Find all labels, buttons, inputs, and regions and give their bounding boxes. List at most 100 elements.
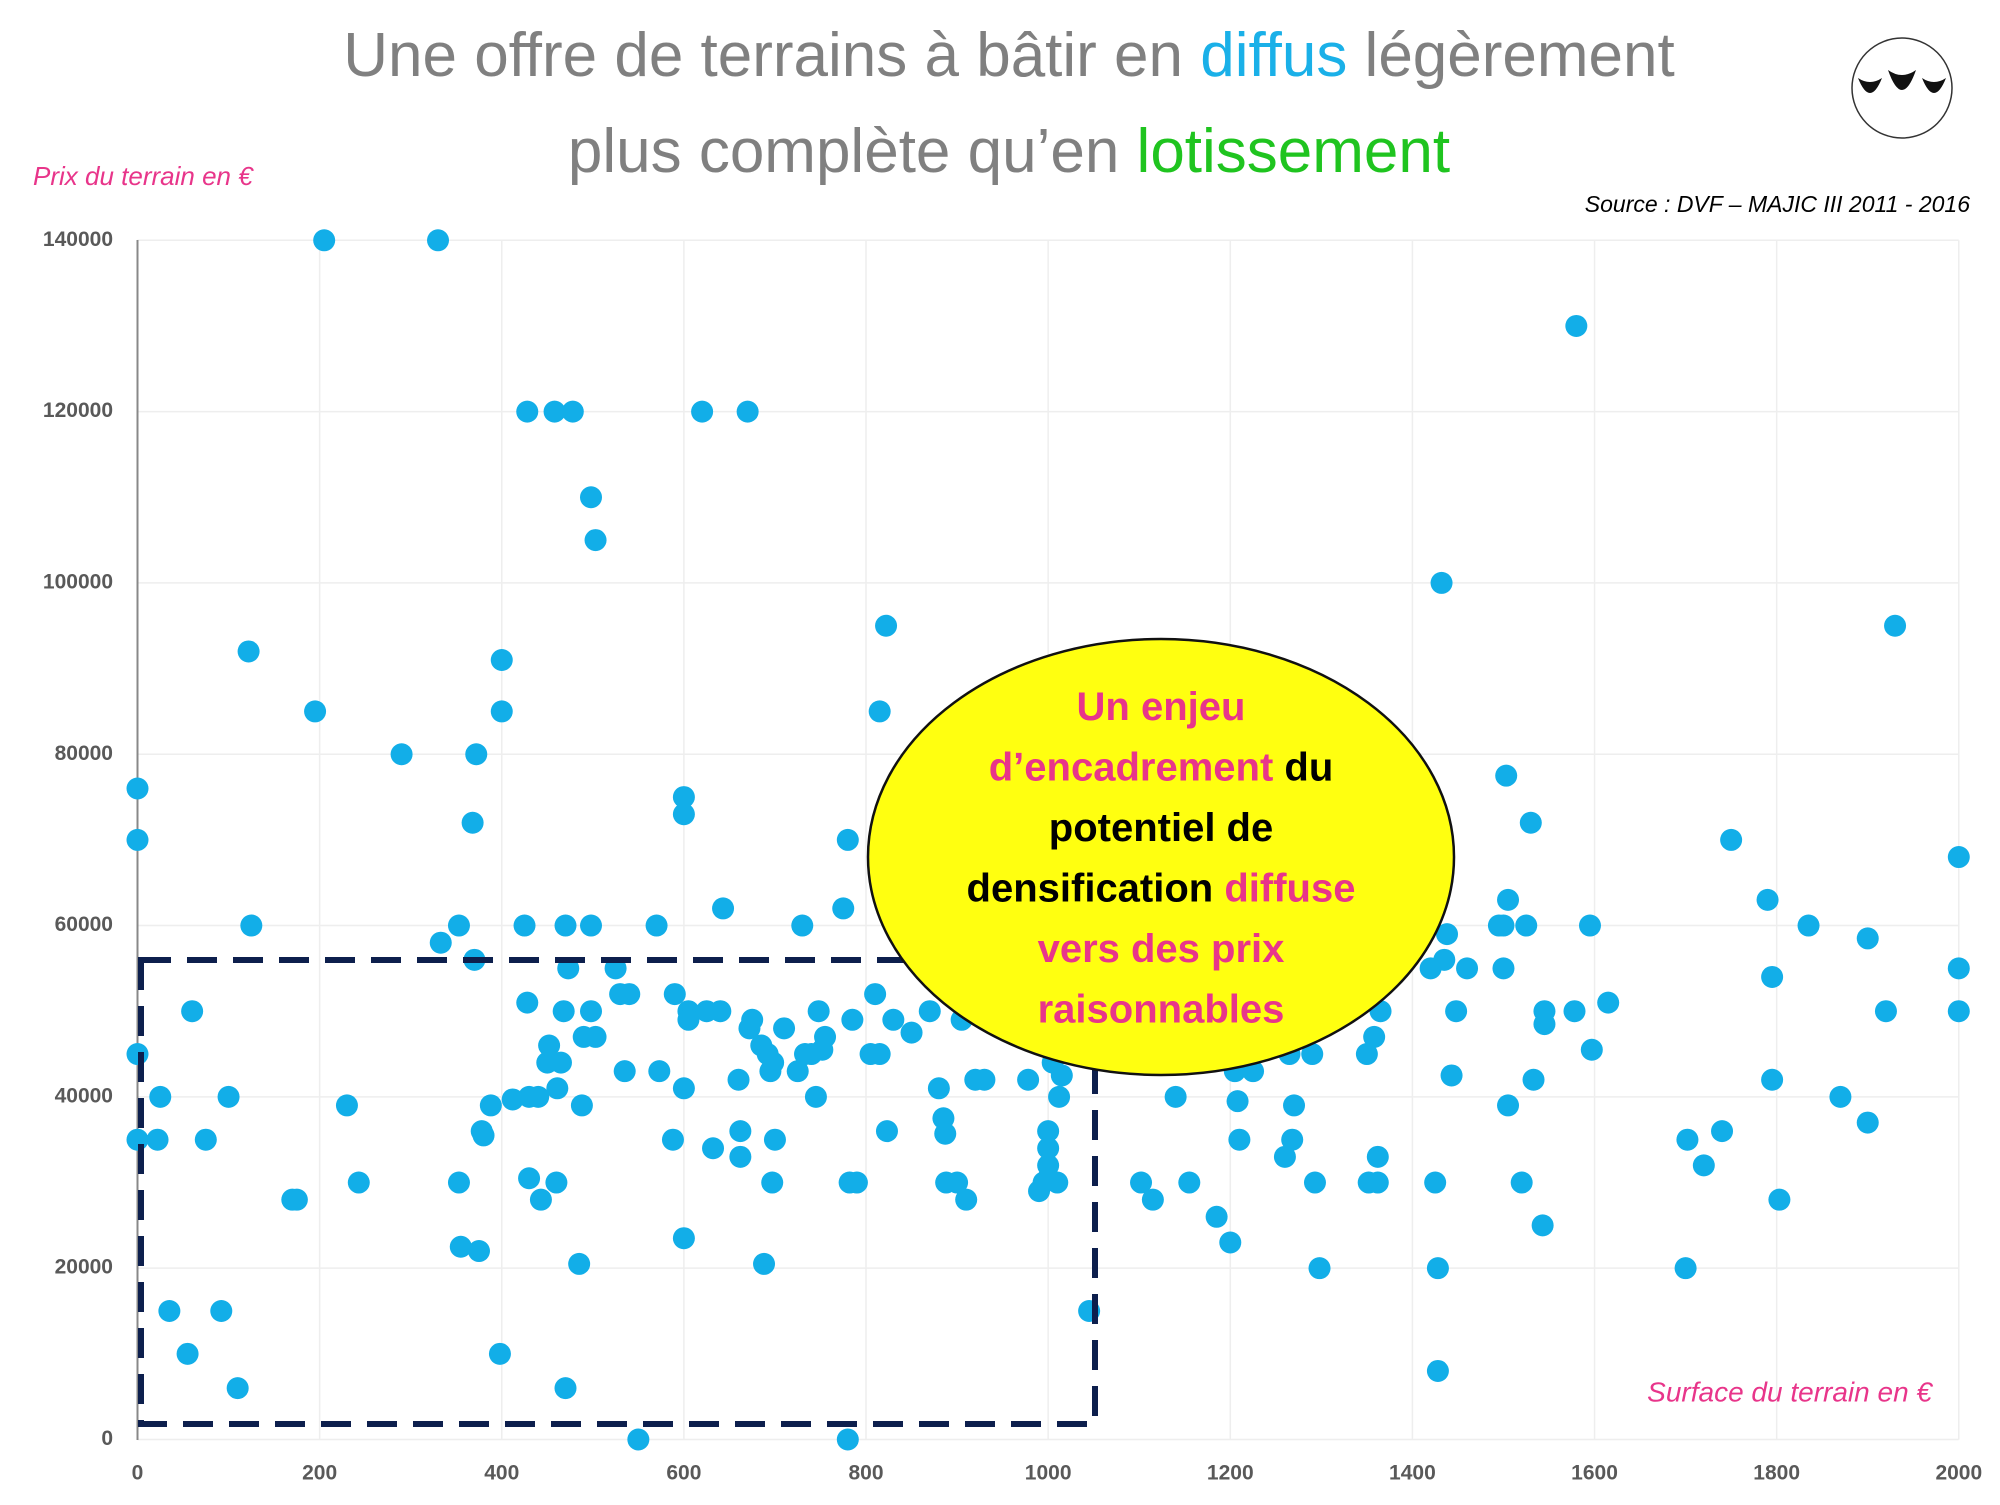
y-tick-label: 40000 xyxy=(55,1084,113,1107)
point xyxy=(1711,1120,1734,1143)
point xyxy=(1440,1064,1463,1087)
title-line: Une offre de terrains à bâtir en diffus … xyxy=(343,21,1675,90)
annotation-line-part: raisonnables xyxy=(1038,987,1285,1031)
point xyxy=(1308,1257,1331,1280)
point xyxy=(661,1128,684,1151)
point xyxy=(1164,1085,1187,1108)
point xyxy=(479,1094,502,1117)
point xyxy=(194,1128,217,1151)
point xyxy=(1676,1128,1699,1151)
point xyxy=(1533,1000,1556,1023)
point xyxy=(875,614,898,637)
point xyxy=(1228,1128,1251,1151)
point xyxy=(753,1252,776,1275)
point xyxy=(126,777,149,800)
logo xyxy=(1851,37,1953,139)
point xyxy=(570,1094,593,1117)
point xyxy=(1424,1171,1447,1194)
point xyxy=(691,400,714,423)
point xyxy=(763,1128,786,1151)
point xyxy=(672,786,695,809)
point xyxy=(1303,1171,1326,1194)
x-tick-label: 1400 xyxy=(1389,1462,1436,1485)
x-tick-label: 1200 xyxy=(1207,1462,1254,1485)
point xyxy=(1856,927,1879,950)
point xyxy=(501,1088,524,1111)
point xyxy=(304,700,327,723)
y-tick-label: 80000 xyxy=(55,742,113,765)
point xyxy=(1037,1120,1060,1143)
y-tick-label: 100000 xyxy=(43,570,113,593)
x-tick-label: 200 xyxy=(302,1462,337,1485)
point xyxy=(927,1077,950,1100)
point xyxy=(1366,1171,1389,1194)
annotation-line: d’encadrement du xyxy=(989,745,1334,789)
point xyxy=(1433,948,1456,971)
point xyxy=(1884,614,1907,637)
point xyxy=(1355,1043,1378,1066)
point xyxy=(538,1034,561,1057)
annotation-line-part: vers des prix xyxy=(1038,927,1285,971)
point xyxy=(335,1094,358,1117)
point xyxy=(1692,1154,1715,1177)
x-tick-label: 1600 xyxy=(1571,1462,1618,1485)
point xyxy=(1426,1359,1449,1382)
point xyxy=(429,931,452,954)
point xyxy=(126,1128,149,1151)
point xyxy=(427,229,450,252)
point xyxy=(580,914,603,937)
point xyxy=(1430,571,1453,594)
point xyxy=(773,1017,796,1040)
annotation-line-part: Un enjeu xyxy=(1077,685,1246,729)
point xyxy=(1515,914,1538,937)
point xyxy=(449,1235,472,1258)
point xyxy=(1283,1094,1306,1117)
annotation-line: raisonnables xyxy=(1038,987,1285,1031)
x-tick-label: 2000 xyxy=(1935,1462,1982,1485)
point xyxy=(1497,1094,1520,1117)
title: Une offre de terrains à bâtir en diffus … xyxy=(343,21,1675,186)
point xyxy=(390,743,413,766)
point xyxy=(712,897,735,920)
point xyxy=(545,1171,568,1194)
point xyxy=(1797,914,1820,937)
point xyxy=(490,700,513,723)
point xyxy=(1510,1171,1533,1194)
point xyxy=(347,1171,370,1194)
annotation-line: potentiel de xyxy=(1049,806,1273,850)
x-tick-label: 0 xyxy=(132,1462,144,1485)
point xyxy=(516,991,539,1014)
point xyxy=(513,914,536,937)
point xyxy=(677,1008,700,1031)
point xyxy=(791,914,814,937)
point xyxy=(1947,1000,1970,1023)
title-line-part: lotissement xyxy=(1137,117,1451,186)
point xyxy=(313,229,336,252)
point xyxy=(1281,1128,1304,1151)
x-axis-label: Surface du terrain en € xyxy=(1647,1376,1933,1407)
point xyxy=(864,983,887,1006)
point xyxy=(1756,888,1779,911)
point xyxy=(900,1021,923,1044)
title-line-part: légèrement xyxy=(1347,21,1674,90)
point xyxy=(648,1060,671,1083)
point xyxy=(1445,1000,1468,1023)
point xyxy=(181,1000,204,1023)
source: Source : DVF – MAJIC III 2011 - 2016 xyxy=(1585,191,1970,217)
point xyxy=(1456,957,1479,980)
point xyxy=(841,1008,864,1031)
point xyxy=(804,1085,827,1108)
point xyxy=(1563,1000,1586,1023)
point xyxy=(613,1060,636,1083)
point xyxy=(1522,1068,1545,1091)
point xyxy=(814,1025,837,1048)
point xyxy=(240,914,263,937)
point xyxy=(918,1000,941,1023)
point xyxy=(955,1188,978,1211)
point xyxy=(709,1000,732,1023)
point xyxy=(1426,1257,1449,1280)
point xyxy=(663,983,686,1006)
point xyxy=(1017,1068,1040,1091)
point xyxy=(1492,957,1515,980)
